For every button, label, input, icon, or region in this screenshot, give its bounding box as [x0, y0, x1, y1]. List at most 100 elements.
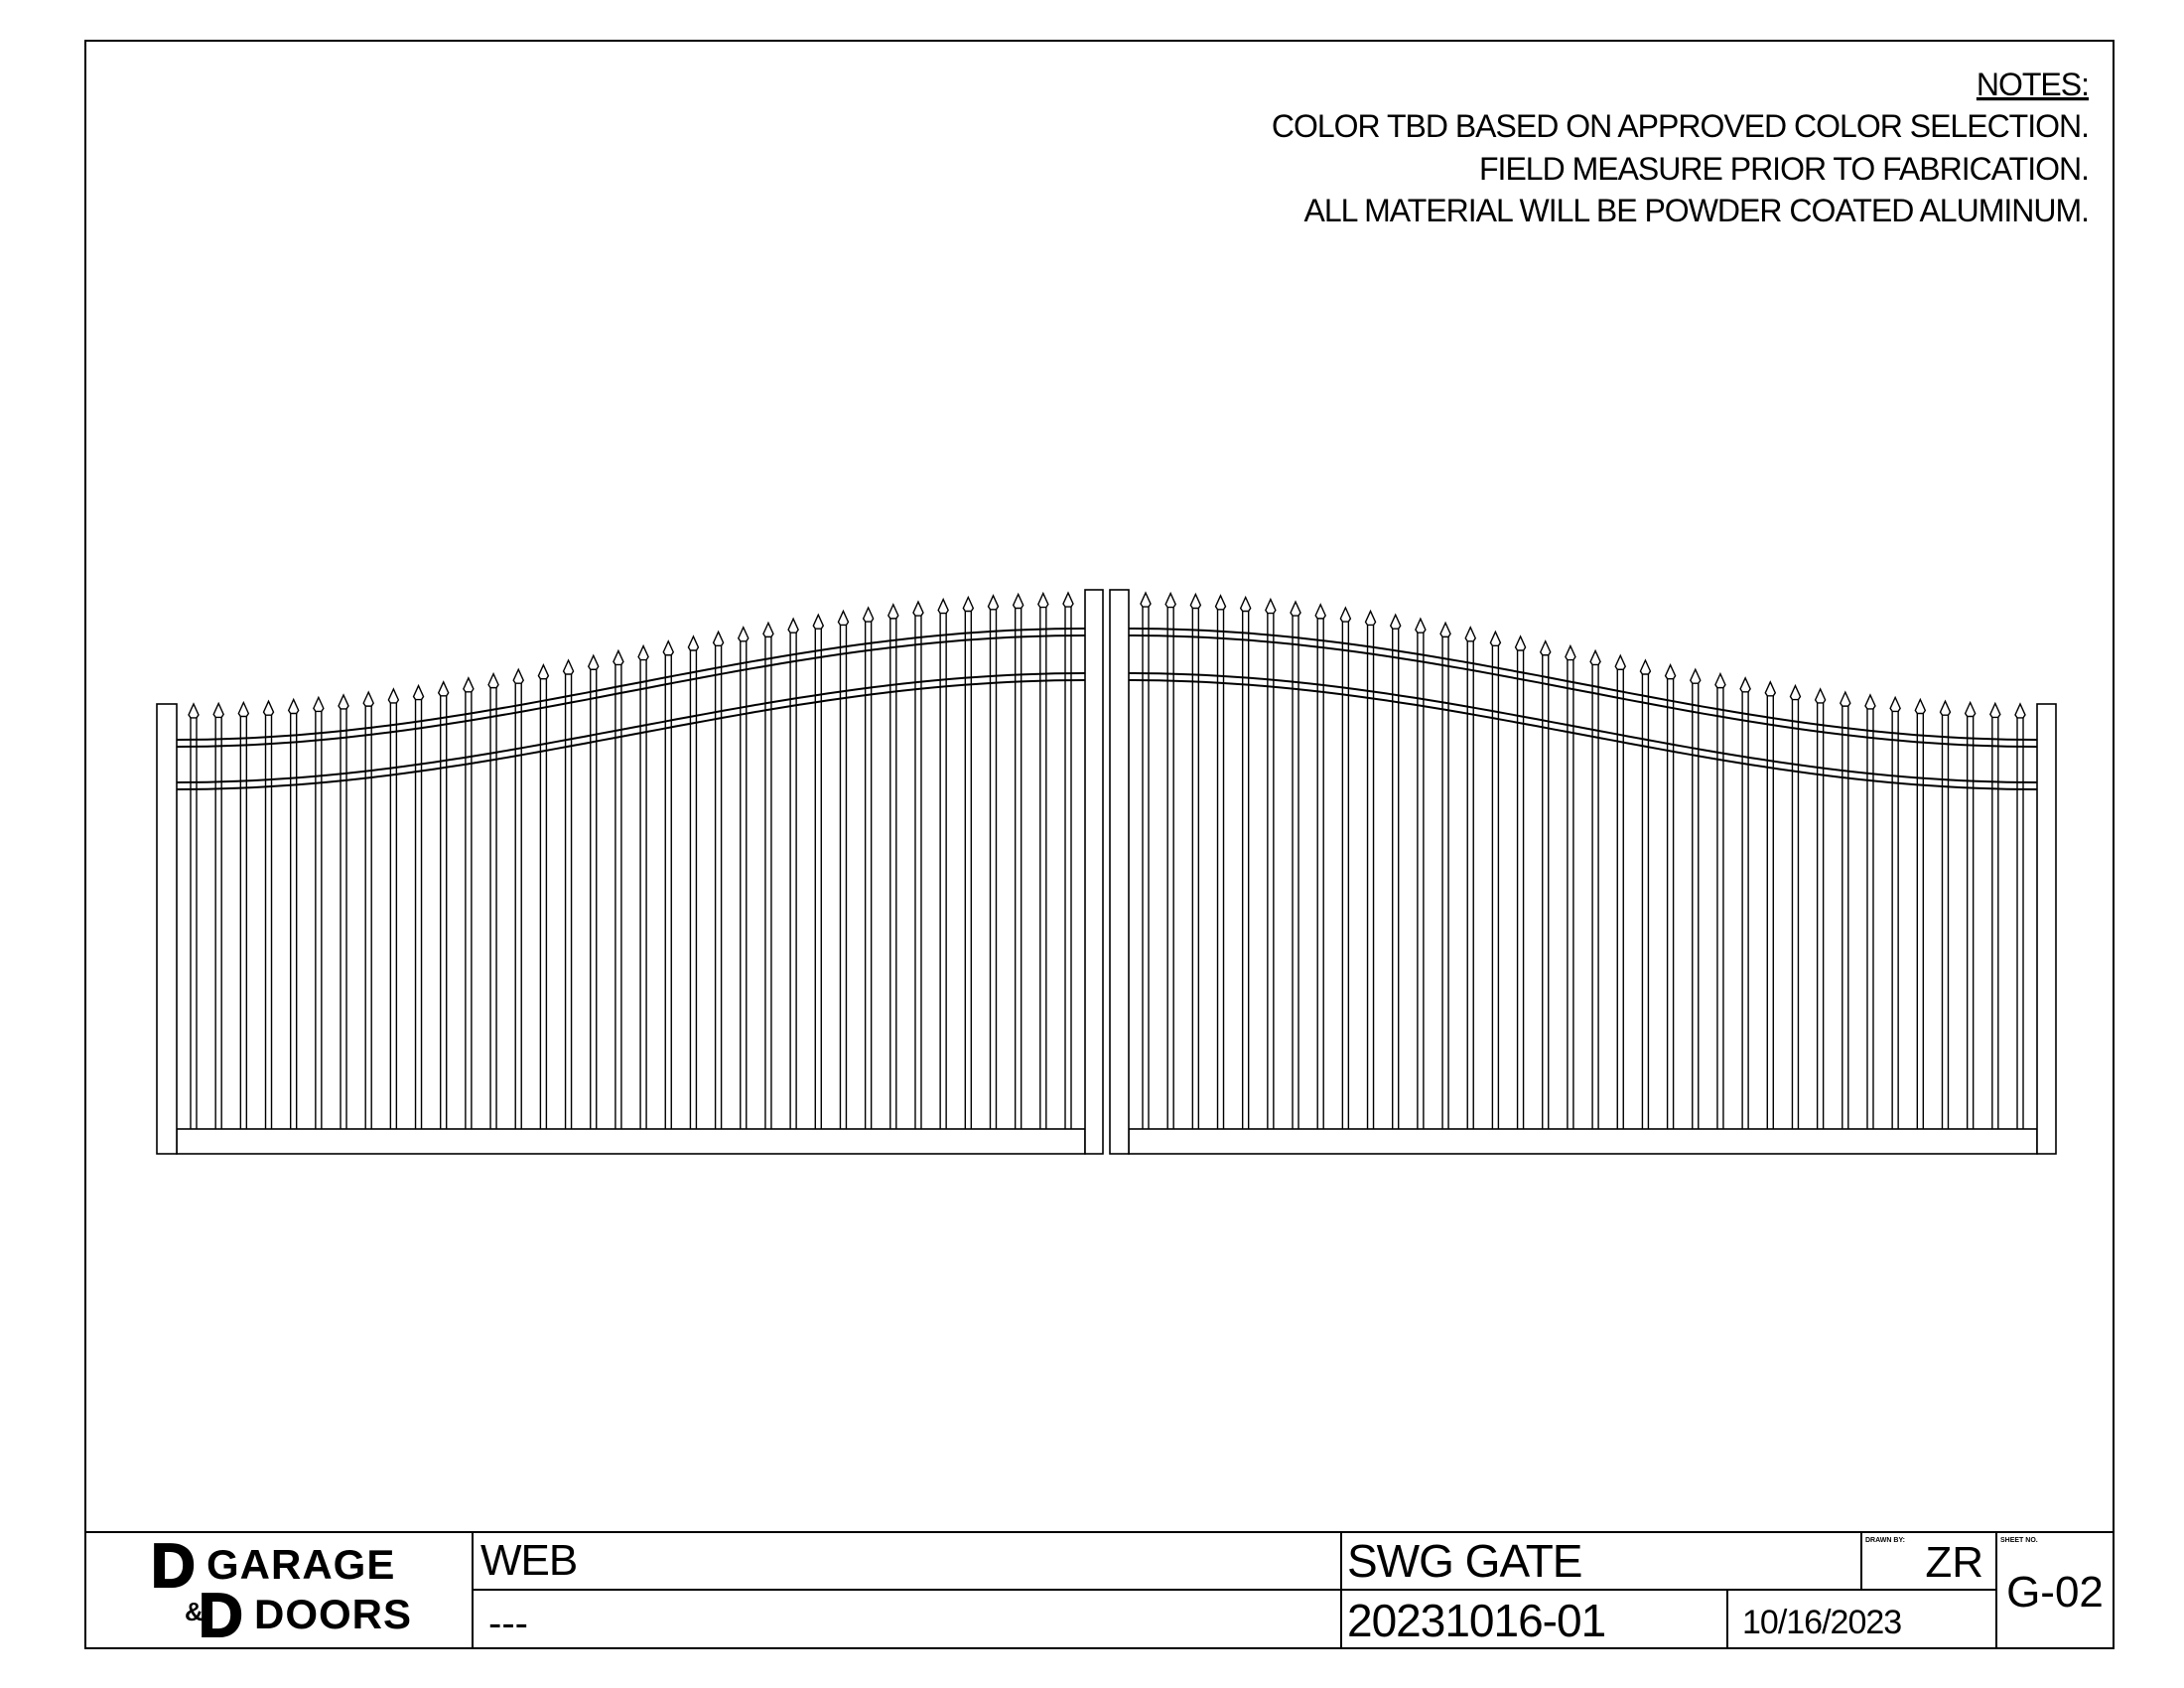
picket-spear — [712, 630, 725, 647]
client: WEB — [480, 1536, 577, 1585]
picket-spear — [587, 653, 600, 670]
picket-spear — [1614, 653, 1627, 670]
picket-spear — [837, 609, 850, 627]
rail — [1128, 628, 2038, 741]
picket — [789, 633, 797, 1129]
picket — [1142, 607, 1150, 1129]
picket-spear — [862, 606, 875, 623]
logo: D & D GARAGE DOORS — [150, 1531, 411, 1651]
picket — [1941, 715, 1950, 1129]
picket — [1191, 608, 1200, 1129]
rail — [1128, 634, 2038, 748]
picket — [764, 636, 772, 1129]
picket — [1166, 607, 1174, 1129]
sheet-border — [84, 40, 2115, 1649]
picket-spear — [512, 667, 525, 684]
picket — [1441, 636, 1449, 1129]
picket-spear — [1639, 658, 1652, 675]
picket — [1039, 607, 1047, 1129]
picket-spear — [537, 662, 550, 680]
picket-spear — [887, 603, 899, 620]
picket-spear — [463, 676, 475, 693]
picket — [1241, 611, 1250, 1129]
picket-spear — [237, 700, 250, 718]
picket — [614, 664, 622, 1129]
picket — [864, 622, 873, 1129]
picket-spear — [1439, 621, 1451, 638]
picket-spear — [1914, 697, 1927, 715]
date: 10/16/2023 — [1742, 1604, 1901, 1641]
rail — [176, 679, 1086, 790]
picket — [989, 609, 998, 1129]
picket-spear — [1239, 595, 1252, 613]
picket — [1341, 622, 1350, 1129]
picket — [740, 640, 748, 1129]
picket-spear — [313, 695, 325, 713]
logo-letter: D — [151, 1532, 196, 1601]
picket — [1641, 674, 1650, 1129]
picket-spear — [1989, 701, 2001, 719]
post — [156, 703, 178, 1155]
picket-spear — [737, 626, 750, 642]
picket-spear — [812, 613, 825, 630]
picket-spear — [1140, 591, 1152, 608]
drawn-by: ZR — [1925, 1538, 1983, 1587]
picket — [1392, 629, 1400, 1129]
picket — [1666, 678, 1675, 1129]
gate-stile — [1084, 589, 1104, 1155]
picket-spear — [338, 693, 349, 710]
picket-spear — [1789, 683, 1802, 701]
picket — [1466, 640, 1474, 1129]
logo-text: GARAGE — [206, 1541, 395, 1588]
post — [2036, 703, 2057, 1155]
picket — [839, 625, 848, 1129]
picket — [1866, 708, 1874, 1129]
picket-spear — [1164, 591, 1176, 609]
picket — [340, 708, 347, 1129]
picket — [664, 654, 672, 1129]
picket — [1516, 649, 1525, 1129]
picket — [1916, 713, 1925, 1129]
drawing-title: SWG GATE — [1347, 1535, 1582, 1587]
note: FIELD MEASURE PRIOR TO FABRICATION. — [1479, 151, 2089, 187]
picket — [689, 649, 698, 1129]
picket-spear — [687, 634, 700, 651]
picket — [1491, 645, 1500, 1129]
picket — [1064, 607, 1072, 1129]
picket-spear — [1864, 693, 1876, 710]
picket-spear — [1415, 617, 1427, 633]
picket — [590, 669, 598, 1129]
picket — [1292, 616, 1299, 1129]
picket-spear — [2014, 702, 2026, 719]
logo-letter: D — [199, 1582, 243, 1650]
title-block: D & D GARAGE DOORS WEB --- SWG GATE 2023… — [85, 1531, 2114, 1651]
notes-title: NOTES: — [1977, 67, 2089, 102]
rail — [1128, 679, 2038, 790]
picket-spear — [1689, 667, 1702, 684]
picket-spear — [1514, 634, 1527, 651]
picket-spear — [662, 639, 675, 656]
picket — [1591, 664, 1599, 1129]
picket-spear — [487, 671, 499, 689]
picket — [315, 711, 323, 1129]
picket-spear — [1364, 609, 1377, 627]
picket — [1567, 659, 1574, 1129]
picket — [564, 674, 573, 1129]
picket-spear — [787, 617, 799, 633]
picket-spear — [562, 658, 575, 675]
picket-spear — [1539, 639, 1552, 656]
picket-spear — [1964, 700, 1977, 718]
picket-spear — [1265, 597, 1277, 615]
gate-stile — [1109, 589, 1130, 1155]
picket — [1991, 717, 1999, 1129]
picket-spear — [937, 597, 949, 615]
picket — [714, 645, 723, 1129]
picket-spear — [1389, 613, 1402, 630]
picket — [889, 618, 897, 1129]
picket — [539, 678, 548, 1129]
picket — [1216, 609, 1225, 1129]
picket — [514, 683, 522, 1129]
picket — [639, 659, 647, 1129]
picket-spear — [1939, 699, 1952, 716]
